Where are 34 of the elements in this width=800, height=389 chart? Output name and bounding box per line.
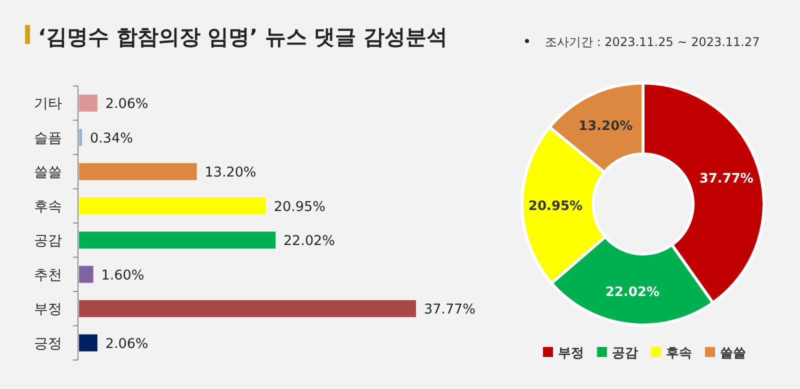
y-tick-label: 추천 (34, 267, 62, 284)
legend-label: 후속 (666, 346, 692, 361)
data-label: 13.20% (204, 164, 256, 181)
data-label: 20.95% (528, 199, 583, 214)
data-label: 37.77% (699, 172, 754, 186)
data-label: 22.02% (283, 233, 336, 250)
legend-label: 부정 (558, 346, 584, 361)
bar (79, 232, 276, 249)
legend-label: 쓸쓸 (720, 346, 746, 361)
data-label: 1.60% (101, 267, 144, 284)
data-label: 13.20% (578, 118, 633, 134)
y-tick-label: 부정 (34, 302, 62, 318)
bar (79, 334, 98, 352)
bar (79, 300, 416, 318)
data-label: 2.06% (105, 96, 148, 112)
data-label: 2.06% (105, 336, 148, 352)
y-tick-label: 후속 (34, 198, 62, 215)
legend-label: 공감 (612, 346, 638, 361)
data-label: 37.77% (424, 302, 476, 318)
bar (79, 197, 266, 214)
text: 조사기간 : 2023.11.25 ~ 2023.11.27 (545, 35, 760, 49)
data-label: 20.95% (274, 198, 326, 215)
bar (79, 163, 197, 180)
y-tick-label: 슬픔 (34, 130, 62, 146)
data-label: 22.02% (605, 284, 660, 300)
bar (79, 266, 94, 283)
bar (79, 128, 82, 146)
bar (79, 94, 98, 112)
chart-title: ‘김명수 합참의장 임명’ 뉴스 댓글 감성분석 (38, 25, 448, 49)
data-label: 0.34% (90, 130, 134, 146)
y-tick-label: 공감 (34, 233, 62, 250)
y-tick-label: 기타 (34, 96, 62, 112)
y-tick-label: 긍정 (34, 336, 62, 352)
y-tick-label: 쓸쓸 (34, 164, 62, 181)
